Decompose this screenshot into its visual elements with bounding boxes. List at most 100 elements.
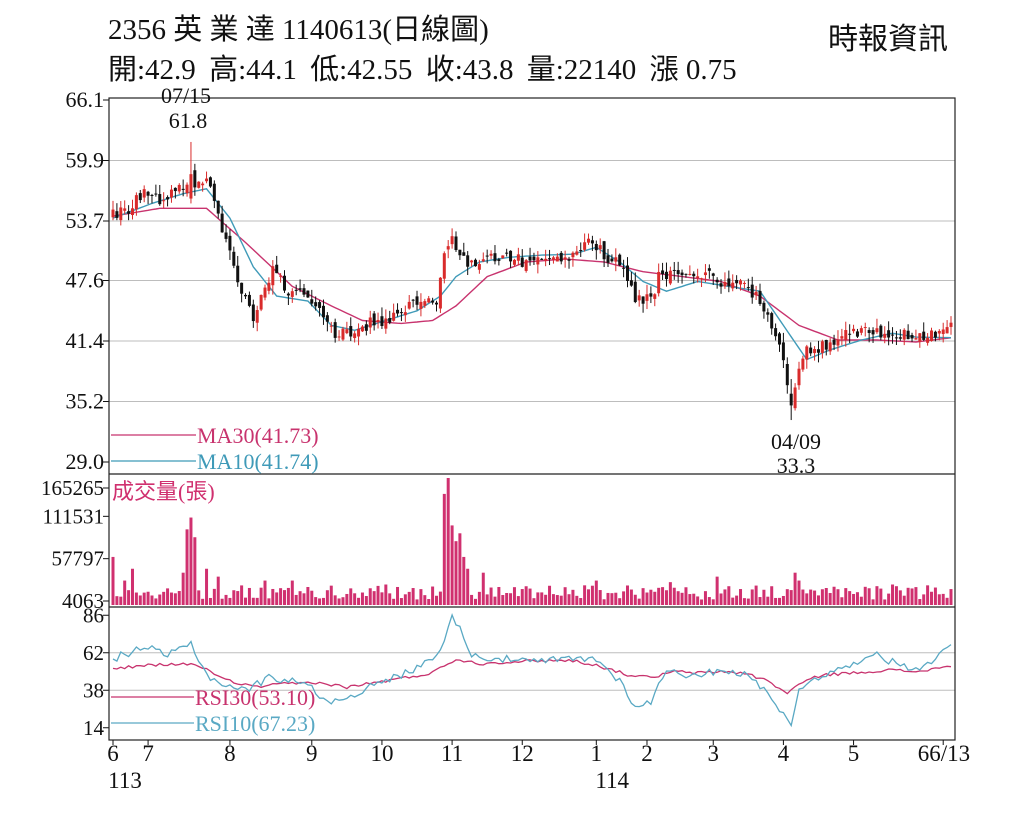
volume-bar — [146, 591, 150, 605]
quote-summary: 開:42.9 高:44.1 低:42.55 收:43.8 量:22140 漲 0… — [108, 46, 743, 88]
volume-bar — [676, 591, 680, 605]
candle-body — [875, 328, 879, 333]
candle-body — [411, 299, 415, 301]
candle-body — [653, 294, 657, 299]
x-tick-label: 7 — [142, 741, 154, 766]
candle-body — [933, 331, 937, 338]
candle-body — [275, 264, 279, 274]
ma-legend-label: MA10(41.74) — [197, 449, 319, 474]
candle-body — [438, 277, 442, 309]
candle-body — [555, 256, 559, 262]
candle-body — [676, 270, 680, 275]
volume-bar — [692, 593, 696, 605]
volume-bar — [762, 589, 766, 605]
volume-bar — [497, 587, 501, 605]
candle-body — [146, 191, 150, 196]
volume-bar — [754, 585, 758, 605]
candle-body — [661, 270, 665, 275]
low-value-annotation: 33.3 — [777, 453, 816, 478]
candle-body — [863, 327, 867, 329]
candle-body — [672, 269, 676, 271]
volume-bar — [275, 592, 279, 605]
volume-bar — [251, 597, 255, 605]
candle-body — [762, 302, 766, 312]
volume-bar — [637, 598, 641, 605]
volume-bar — [750, 589, 754, 605]
volume-bar — [337, 598, 341, 605]
volume-bar — [427, 599, 431, 605]
candle-body — [419, 301, 423, 309]
volume-bar — [173, 593, 177, 605]
candle-body — [883, 333, 887, 338]
volume-bar — [891, 584, 895, 605]
high-value-annotation: 61.8 — [169, 108, 208, 133]
volume-bar — [349, 588, 353, 605]
candle-body — [399, 312, 403, 314]
candle-body — [255, 310, 259, 323]
candle-body — [587, 238, 591, 243]
candle-body — [859, 328, 863, 333]
volume-bar — [645, 592, 649, 605]
volume-bar — [115, 596, 119, 605]
candle-body — [349, 326, 353, 337]
volume-bar — [887, 593, 891, 605]
rsi-legend-label: RSI10(67.23) — [195, 711, 315, 736]
volume-bar — [606, 592, 610, 605]
volume-bar — [119, 596, 123, 605]
x-tick-label: 10 — [370, 741, 393, 766]
volume-bar — [859, 596, 863, 605]
candle-body — [251, 304, 255, 322]
candle-body — [559, 252, 563, 262]
volume-bar — [224, 594, 228, 605]
candle-body — [150, 194, 154, 196]
candle-body — [590, 240, 594, 244]
candle-body — [649, 293, 653, 297]
volume-tick-label: 111531 — [43, 504, 104, 528]
candle-body — [567, 259, 571, 261]
candle-body — [333, 322, 337, 338]
x-tick-label: 66/13 — [918, 741, 970, 766]
volume-bar — [454, 541, 458, 605]
candle-body — [466, 255, 470, 267]
candle-body — [594, 243, 598, 251]
candle-body — [228, 235, 232, 251]
price-change: 漲 0.75 — [649, 54, 737, 86]
candle-body — [711, 273, 715, 276]
volume-bar — [742, 598, 746, 605]
candle-body — [119, 207, 123, 221]
candle-body — [454, 236, 458, 251]
volume-bar — [906, 587, 910, 605]
candle-body — [606, 255, 610, 263]
volume-bar — [466, 568, 470, 605]
candle-body — [532, 256, 536, 261]
candle-body — [497, 259, 501, 261]
volume-bar — [197, 590, 201, 605]
volume-bar — [684, 587, 688, 605]
volume-bar — [450, 525, 454, 605]
volume-bar — [470, 594, 474, 605]
volume-bar — [781, 595, 785, 605]
candle-body — [633, 281, 637, 303]
volume-bar — [894, 586, 898, 605]
volume-bar — [563, 587, 567, 605]
candle-body — [536, 257, 540, 265]
data-source-label: 時報資訊 — [828, 23, 948, 56]
candle-body — [158, 194, 162, 205]
volume-bar — [661, 587, 665, 605]
volume-bar — [403, 594, 407, 605]
candle-body — [485, 255, 489, 257]
candle-body — [205, 178, 209, 182]
volume-bar — [501, 595, 505, 605]
volume-bar — [789, 590, 793, 605]
candle-body — [501, 255, 505, 258]
candle-body — [341, 328, 345, 340]
candle-body — [240, 282, 244, 294]
volume-bar — [446, 478, 450, 605]
volume-bar — [318, 598, 322, 605]
volume-bar — [111, 556, 115, 605]
candle-body — [657, 271, 661, 294]
volume-bar — [310, 590, 314, 605]
candle-body — [879, 325, 883, 338]
volume-bar — [809, 589, 813, 605]
volume-bar — [306, 586, 310, 605]
